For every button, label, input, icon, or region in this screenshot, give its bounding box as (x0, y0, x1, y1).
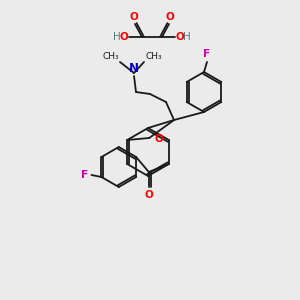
Text: H: H (113, 32, 121, 42)
Text: F: F (203, 49, 211, 59)
Text: O: O (119, 32, 128, 42)
Text: N: N (129, 62, 139, 75)
Text: O: O (166, 12, 174, 22)
Text: O: O (176, 32, 185, 42)
Text: H: H (183, 32, 191, 42)
Text: O: O (144, 190, 153, 200)
Text: CH₃: CH₃ (102, 52, 119, 61)
Text: CH₃: CH₃ (145, 52, 162, 61)
Text: F: F (81, 170, 88, 180)
Text: O: O (154, 134, 163, 144)
Text: O: O (130, 12, 138, 22)
